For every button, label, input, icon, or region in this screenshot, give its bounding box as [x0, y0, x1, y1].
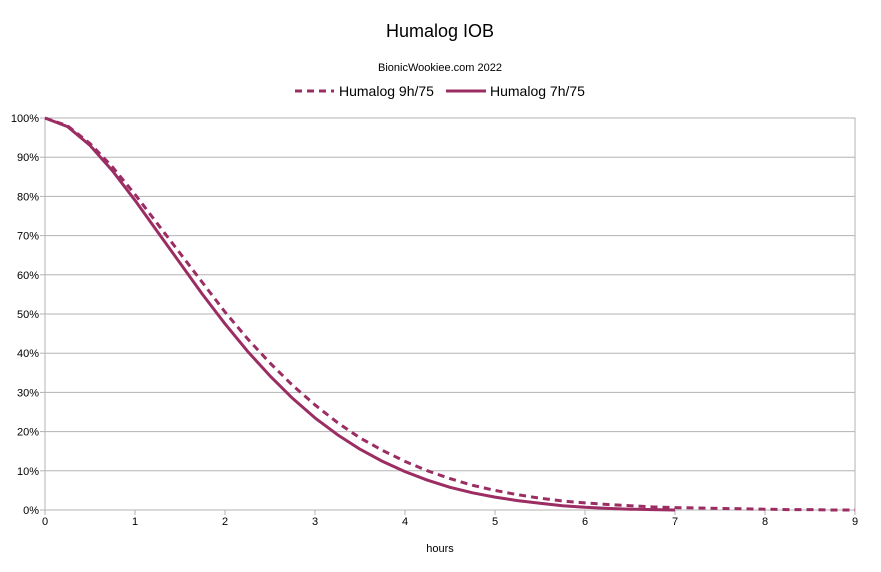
x-tick-label: 5 — [492, 516, 498, 528]
y-tick-label: 50% — [17, 309, 39, 321]
x-tick-label: 4 — [402, 516, 408, 528]
y-tick-label: 20% — [17, 427, 39, 439]
x-tick-label: 9 — [852, 516, 858, 528]
series-line-2 — [44, 116, 676, 512]
legend-label-series-1: Humalog 9h/75 — [339, 83, 434, 99]
series-line-1 — [44, 116, 855, 512]
y-tick-label: 10% — [17, 466, 39, 478]
x-tick-label: 3 — [312, 516, 318, 528]
x-tick-label: 8 — [762, 516, 768, 528]
y-tick-label: 0% — [23, 505, 39, 517]
x-tick-label: 0 — [42, 516, 48, 528]
x-axis-label: hours — [426, 543, 454, 555]
y-tick-label: 30% — [17, 387, 39, 399]
legend: Humalog 9h/75 Humalog 7h/75 — [295, 83, 585, 99]
y-tick-label: 70% — [17, 231, 39, 243]
y-tick-label: 90% — [17, 152, 39, 164]
y-tick-label: 100% — [11, 113, 39, 125]
x-tick-label: 2 — [222, 516, 228, 528]
chart-subtitle: BionicWookiee.com 2022 — [378, 62, 502, 74]
chart-title: Humalog IOB — [386, 21, 494, 41]
legend-label-series-2: Humalog 7h/75 — [490, 83, 585, 99]
y-tick-label: 80% — [17, 191, 39, 203]
y-tick-label: 40% — [17, 348, 39, 360]
x-tick-label: 6 — [582, 516, 588, 528]
y-tick-label: 60% — [17, 270, 39, 282]
x-tick-label: 1 — [132, 516, 138, 528]
plot-area: 0% 10% 20% 30% 40% 50% 60% 70% 80% 90% 100% 0 1 2 3 4 5 6… — [11, 113, 858, 528]
x-tick-label: 7 — [672, 516, 678, 528]
